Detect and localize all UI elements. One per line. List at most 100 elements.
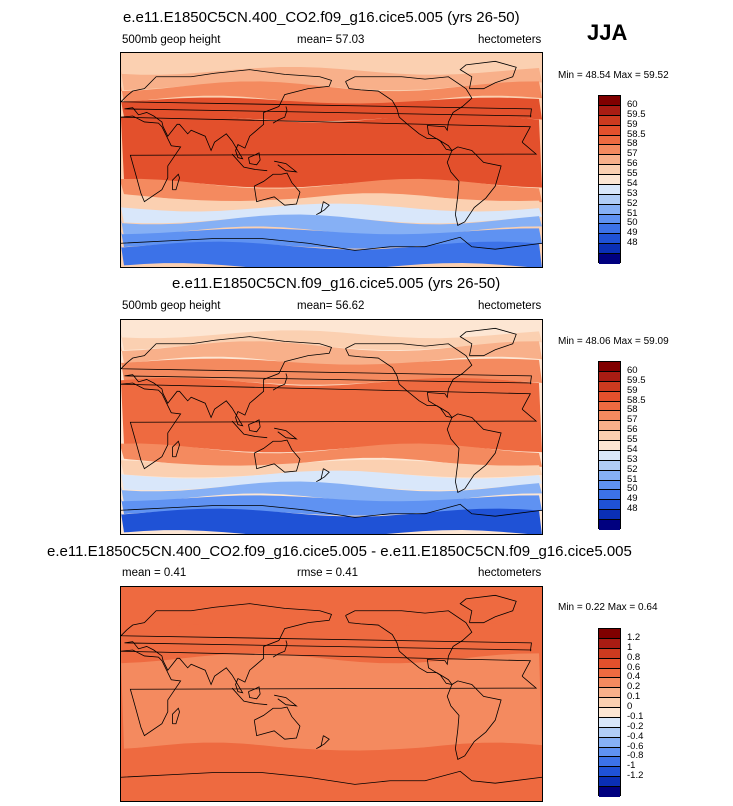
- panel2-band: [121, 443, 542, 468]
- colorbar-box: [599, 638, 620, 649]
- panel1-center-label: mean= 57.03: [297, 34, 365, 46]
- colorbar-box: [599, 401, 620, 412]
- panel3-coastline: [121, 649, 538, 737]
- colorbar-box: [599, 391, 620, 402]
- panel2-coastline: [121, 503, 542, 518]
- panel2-map: [120, 319, 543, 535]
- colorbar-label: 52: [627, 197, 638, 209]
- colorbar-box: [599, 727, 620, 738]
- colorbar-label: 54: [627, 177, 638, 189]
- panel1-band: [121, 53, 542, 74]
- colorbar-label: 50: [627, 483, 638, 495]
- panel1-coastline: [272, 106, 288, 124]
- colorbar-box: [599, 480, 620, 491]
- panel2-coastline: [274, 427, 298, 440]
- colorbar-label: -0.2: [627, 720, 644, 732]
- colorbar-label: 51: [627, 473, 638, 485]
- colorbar-label: 57: [627, 414, 638, 426]
- panel2-coastlines: [121, 327, 542, 518]
- colorbar-box: [599, 135, 620, 146]
- colorbar-label: 51: [627, 207, 638, 219]
- panel3-band: [121, 744, 542, 801]
- panel1-coastline: [446, 146, 502, 226]
- panel1-coastline: [248, 152, 261, 166]
- colorbar-box: [599, 737, 620, 748]
- panel1-coastline: [231, 153, 268, 172]
- colorbar-label: 0.1: [627, 691, 641, 703]
- colorbar-box: [599, 224, 620, 235]
- colorbar-label: 48: [627, 503, 638, 515]
- colorbar-box: [599, 96, 620, 106]
- panel3-coastline: [253, 706, 301, 740]
- panel1-coastline: [316, 201, 330, 216]
- panel2-right-label: hectometers: [478, 300, 542, 312]
- panel2-band: [121, 470, 542, 491]
- panel1-band: [121, 81, 542, 106]
- panel2-coastline: [459, 327, 517, 357]
- colorbar-box: [599, 165, 620, 175]
- colorbar-label: 56: [627, 158, 638, 170]
- colorbar-label: 0.4: [627, 671, 641, 683]
- colorbar-label: 53: [627, 453, 638, 465]
- colorbar-box: [599, 105, 620, 116]
- panel1-coastline: [121, 115, 538, 203]
- panel1-band: [121, 195, 542, 211]
- colorbar-label: 58: [627, 138, 638, 150]
- panel2-band: [121, 377, 542, 453]
- panel3-right-label: hectometers: [478, 567, 542, 579]
- colorbar-box: [599, 747, 620, 758]
- panel1-band: [121, 178, 542, 203]
- colorbar-label: 58.5: [627, 128, 646, 140]
- colorbar-label: 49: [627, 493, 638, 505]
- colorbar-box: [599, 688, 620, 699]
- colorbar-box: [599, 431, 620, 441]
- panel1-coastline: [121, 69, 532, 160]
- colorbar-box: [599, 787, 620, 797]
- colorbar-label: 0.6: [627, 661, 641, 673]
- colorbar-label: 60: [627, 98, 638, 110]
- panel3-coastline: [274, 694, 298, 707]
- panel1-coastline: [172, 173, 180, 191]
- panel2-coastline: [272, 373, 288, 391]
- panel2-coastline: [446, 413, 502, 493]
- panel1-minmax: Min = 48.54 Max = 59.52: [558, 70, 669, 81]
- colorbar-box: [599, 678, 620, 689]
- panel1-right-label: hectometers: [478, 34, 542, 46]
- colorbar-label: 60: [627, 364, 638, 376]
- colorbar-box: [599, 698, 620, 708]
- panel3-coastline: [121, 770, 542, 785]
- panel1-coastline: [459, 60, 517, 90]
- panel3-field: [121, 587, 542, 801]
- colorbar-box: [599, 411, 620, 422]
- panel3-minmax: Min = 0.22 Max = 0.64: [558, 602, 658, 613]
- panel3-coastline: [316, 735, 330, 750]
- colorbar-box: [599, 371, 620, 382]
- colorbar-label: 57: [627, 148, 638, 160]
- colorbar-label: 59: [627, 384, 638, 396]
- colorbar-label: 58.5: [627, 394, 646, 406]
- colorbar-box: [599, 244, 620, 254]
- colorbar-box: [599, 757, 620, 768]
- panel1-band: [121, 114, 542, 188]
- colorbar-label: 55: [627, 434, 638, 446]
- colorbar-label: -0.6: [627, 740, 644, 752]
- colorbar-box: [599, 658, 620, 669]
- colorbar-box: [599, 708, 620, 718]
- panel1-map: [120, 52, 543, 268]
- colorbar-box: [599, 155, 620, 166]
- panel1-coastline: [253, 172, 301, 206]
- colorbar-box: [599, 194, 620, 205]
- colorbar-box: [599, 115, 620, 126]
- panel1-field: [121, 53, 542, 267]
- panel1-band: [121, 203, 542, 224]
- colorbar-label: -1.2: [627, 770, 644, 782]
- colorbar-box: [599, 668, 620, 679]
- panel2-left-label: 500mb geop height: [122, 300, 221, 312]
- colorbar-box: [599, 145, 620, 156]
- panel2-band: [121, 459, 542, 478]
- colorbar-box: [599, 629, 620, 639]
- panel1-coastline: [121, 236, 542, 251]
- panel2-band: [121, 508, 542, 534]
- panel2-band: [121, 341, 542, 367]
- panel3-coastline: [345, 610, 473, 686]
